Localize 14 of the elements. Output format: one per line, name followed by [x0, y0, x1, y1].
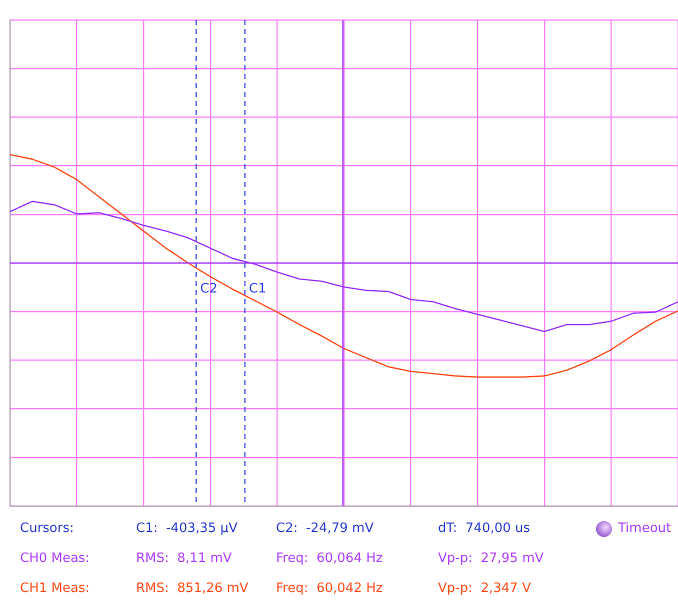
text: Freq: 60,042 Hz [276, 581, 383, 596]
text: CH1 Meas: [20, 581, 90, 596]
text: dT: 740,00 us [438, 521, 530, 536]
annotation: C1 [248, 281, 266, 296]
text: Vp-p: 2,347 V [438, 581, 531, 596]
text: CH0 Meas: [20, 551, 90, 566]
text: C2: -24,79 mV [276, 521, 374, 536]
text: Vp-p: 27,95 mV [438, 551, 544, 566]
text: Freq: 60,064 Hz [276, 551, 383, 566]
text: RMS: 851,26 mV [136, 581, 248, 596]
text: C1: -403,35 µV [136, 521, 238, 536]
text: RMS: 8,11 mV [136, 551, 232, 566]
text: Timeout [618, 521, 672, 536]
text: Cursors: [20, 521, 74, 536]
